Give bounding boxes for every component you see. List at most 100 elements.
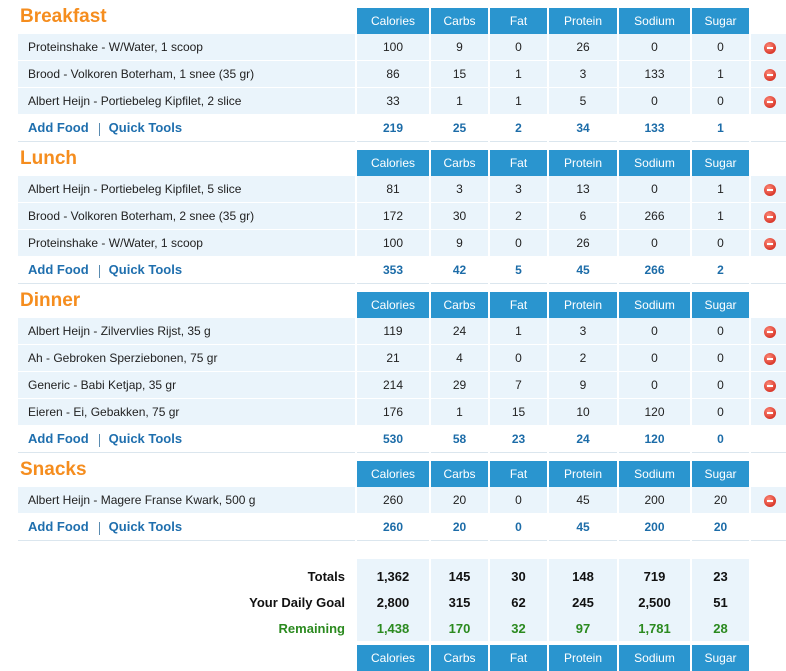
summary-spacer <box>751 589 786 615</box>
food-row[interactable]: Eieren - Ei, Gebakken, 75 gr 176 1 15 10 120 0 <box>18 399 786 426</box>
food-calories-value: 86 <box>357 61 429 88</box>
daily-goal-row-carbs: 315 <box>431 589 488 615</box>
quick-tools-link[interactable]: Quick Tools <box>108 262 183 278</box>
add-food-link[interactable]: Add Food <box>28 431 89 447</box>
column-header-calories: Calories <box>357 453 429 487</box>
food-row[interactable]: Ah - Gebroken Sperziebonen, 75 gr 21 4 0 2 0 0 <box>18 345 786 372</box>
food-name-link[interactable]: Albert Heijn - Portiebeleg Kipfilet, 2 s… <box>18 88 355 115</box>
quick-tools-link[interactable]: Quick Tools <box>108 431 183 447</box>
food-sugar-value: 0 <box>692 318 749 345</box>
summary-totals-row: Totals 1,362 145 30 148 719 23 <box>18 559 786 589</box>
totals-spacer <box>751 426 786 453</box>
food-protein-value: 13 <box>549 176 617 203</box>
food-row[interactable]: Albert Heijn - Portiebeleg Kipfilet, 5 s… <box>18 176 786 203</box>
column-header-sugar: Sugar <box>692 641 749 671</box>
food-name-link[interactable]: Albert Heijn - Magere Franse Kwark, 500 … <box>18 487 355 514</box>
remove-icon[interactable] <box>764 68 776 81</box>
column-header-fat: Fat <box>490 641 547 671</box>
meal-title: Breakfast <box>20 6 107 27</box>
food-row[interactable]: Brood - Volkoren Boterham, 2 snee (35 gr… <box>18 203 786 230</box>
meal-total-protein: 45 <box>549 257 617 284</box>
food-carbs-value: 1 <box>431 88 488 115</box>
food-fat-value: 0 <box>490 230 547 257</box>
link-divider <box>98 433 100 447</box>
food-calories-value: 21 <box>357 345 429 372</box>
link-divider <box>98 521 100 535</box>
remove-icon[interactable] <box>764 95 776 108</box>
remove-icon[interactable] <box>764 237 776 250</box>
food-name-link[interactable]: Eieren - Ei, Gebakken, 75 gr <box>18 399 355 426</box>
food-protein-value: 26 <box>549 34 617 61</box>
meal-total-sodium: 200 <box>619 514 690 541</box>
food-row[interactable]: Albert Heijn - Zilvervlies Rijst, 35 g 11… <box>18 318 786 345</box>
food-name-link[interactable]: Brood - Volkoren Boterham, 2 snee (35 gr… <box>18 203 355 230</box>
remove-icon[interactable] <box>764 379 776 392</box>
remove-icon[interactable] <box>764 41 776 54</box>
meal-total-calories: 260 <box>357 514 429 541</box>
food-name-link[interactable]: Proteinshake - W/Water, 1 scoop <box>18 230 355 257</box>
remove-icon[interactable] <box>764 352 776 365</box>
remove-icon[interactable] <box>764 406 776 419</box>
delete-cell <box>751 372 786 399</box>
food-sugar-value: 0 <box>692 372 749 399</box>
meal-total-fat: 2 <box>490 115 547 142</box>
add-food-link[interactable]: Add Food <box>28 262 89 278</box>
food-name-link[interactable]: Generic - Babi Ketjap, 35 gr <box>18 372 355 399</box>
daily-goal-row-label: Your Daily Goal <box>249 594 345 610</box>
add-food-link[interactable]: Add Food <box>28 519 89 535</box>
quick-tools-link[interactable]: Quick Tools <box>108 120 183 136</box>
food-calories-value: 100 <box>357 34 429 61</box>
food-row[interactable]: Brood - Volkoren Boterham, 1 snee (35 gr… <box>18 61 786 88</box>
food-row[interactable]: Proteinshake - W/Water, 1 scoop 100 9 0 26 0 0 <box>18 34 786 61</box>
food-name-link[interactable]: Albert Heijn - Zilvervlies Rijst, 35 g <box>18 318 355 345</box>
food-carbs-value: 29 <box>431 372 488 399</box>
column-header-calories: Calories <box>357 142 429 176</box>
add-food-link[interactable]: Add Food <box>28 120 89 136</box>
food-calories-value: 119 <box>357 318 429 345</box>
food-fat-value: 0 <box>490 487 547 514</box>
food-row[interactable]: Albert Heijn - Portiebeleg Kipfilet, 2 s… <box>18 88 786 115</box>
food-sugar-value: 1 <box>692 61 749 88</box>
food-name-link[interactable]: Proteinshake - W/Water, 1 scoop <box>18 34 355 61</box>
meal-total-calories: 219 <box>357 115 429 142</box>
food-name-link[interactable]: Albert Heijn - Portiebeleg Kipfilet, 5 s… <box>18 176 355 203</box>
food-row[interactable]: Proteinshake - W/Water, 1 scoop 100 9 0 26 0 0 <box>18 230 786 257</box>
meal-header-row: Dinner Calories Carbs Fat Protein Sodium Sugar <box>18 284 786 318</box>
food-sodium-value: 0 <box>619 345 690 372</box>
meal-title: Dinner <box>20 290 81 311</box>
column-header-calories: Calories <box>357 0 429 34</box>
totals-spacer <box>751 514 786 541</box>
food-sodium-value: 200 <box>619 487 690 514</box>
food-name-link[interactable]: Ah - Gebroken Sperziebonen, 75 gr <box>18 345 355 372</box>
food-sodium-value: 133 <box>619 61 690 88</box>
food-name-link[interactable]: Brood - Volkoren Boterham, 1 snee (35 gr… <box>18 61 355 88</box>
link-divider <box>98 264 100 278</box>
remove-icon[interactable] <box>764 494 776 507</box>
food-calories-value: 260 <box>357 487 429 514</box>
meal-totals-row: Add Food Quick Tools 353 42 5 45 266 2 <box>18 257 786 284</box>
food-diary: Breakfast Calories Carbs Fat Protein Sodium Su… <box>16 0 786 671</box>
column-header-sugar: Sugar <box>692 284 749 318</box>
remove-icon[interactable] <box>764 325 776 338</box>
delete-cell <box>751 176 786 203</box>
remove-icon[interactable] <box>764 210 776 223</box>
food-row[interactable]: Generic - Babi Ketjap, 35 gr 214 29 7 9 0 0 <box>18 372 786 399</box>
food-carbs-value: 24 <box>431 318 488 345</box>
summary-totals-row-label: Totals <box>307 568 345 584</box>
meal-actions: Add Food Quick Tools <box>18 115 355 142</box>
food-fat-value: 7 <box>490 372 547 399</box>
meal-total-sugar: 1 <box>692 115 749 142</box>
remove-icon[interactable] <box>764 183 776 196</box>
totals-spacer <box>751 115 786 142</box>
food-sodium-value: 0 <box>619 372 690 399</box>
food-sugar-value: 1 <box>692 203 749 230</box>
food-sodium-value: 0 <box>619 88 690 115</box>
food-carbs-value: 3 <box>431 176 488 203</box>
column-header-sugar: Sugar <box>692 453 749 487</box>
quick-tools-link[interactable]: Quick Tools <box>108 519 183 535</box>
column-header-fat: Fat <box>490 142 547 176</box>
food-calories-value: 214 <box>357 372 429 399</box>
food-fat-value: 1 <box>490 88 547 115</box>
food-row[interactable]: Albert Heijn - Magere Franse Kwark, 500 … <box>18 487 786 514</box>
remaining-row-calories: 1,438 <box>357 615 429 641</box>
